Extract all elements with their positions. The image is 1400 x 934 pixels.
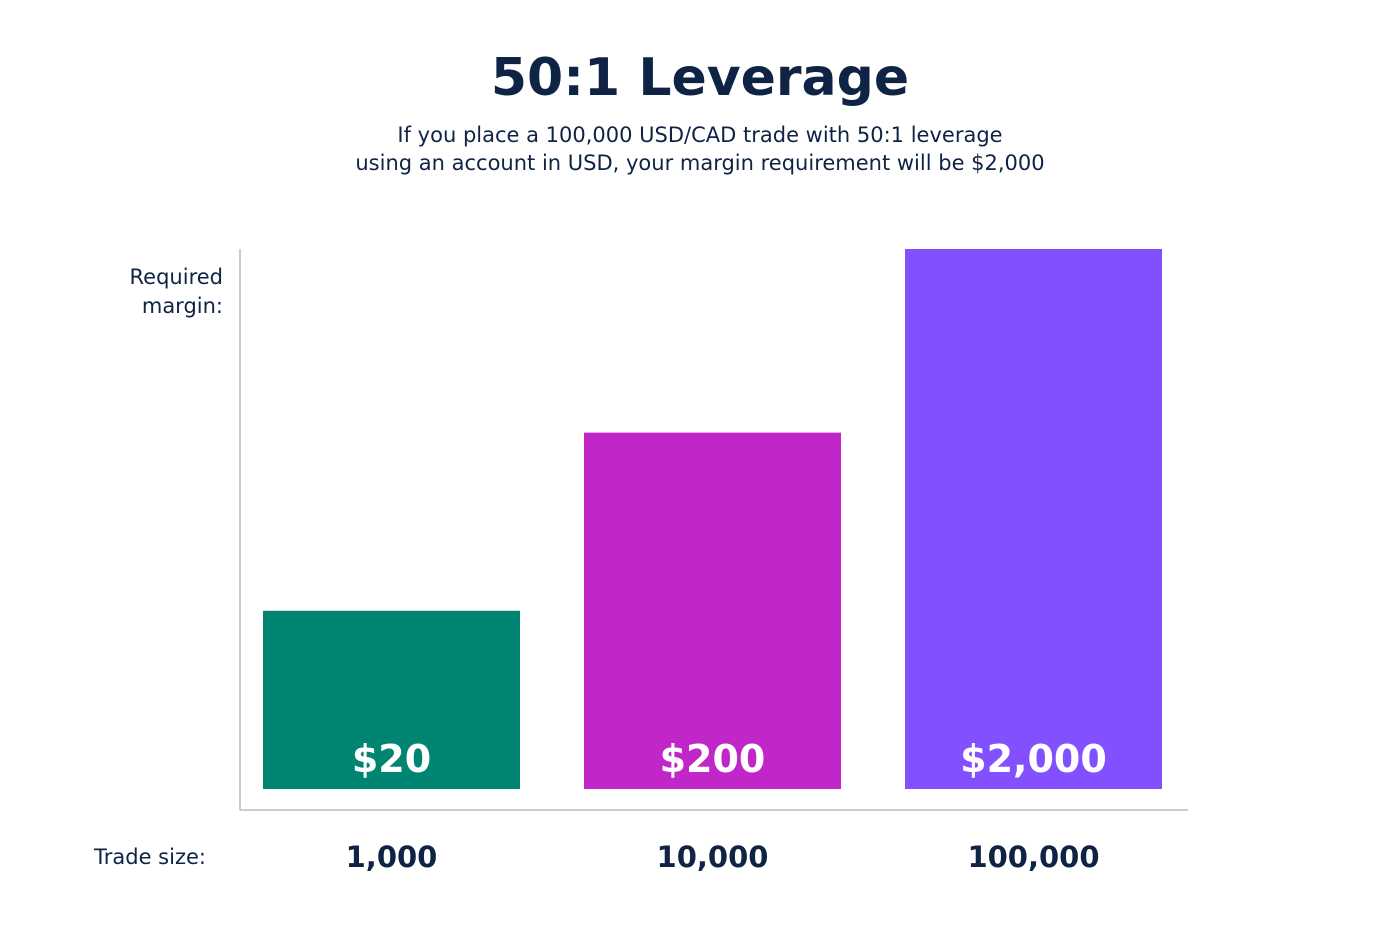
chart-title: 50:1 Leverage	[490, 48, 910, 108]
x-axis-caption: Trade size:	[94, 845, 206, 869]
x-tick-label-1: 1,000	[346, 840, 438, 874]
bar-value-label-1: $20	[352, 737, 431, 781]
chart-subtitle-line-2: using an account in USD, your margin req…	[355, 151, 1045, 175]
y-axis-label-line-2: margin:	[141, 294, 223, 318]
bar-value-label-3: $2,000	[960, 737, 1107, 781]
bars-group: $20 1,000 $200 10,000 $2,000 100,000	[263, 249, 1162, 874]
bar-2	[584, 432, 841, 789]
x-tick-label-2: 10,000	[657, 840, 769, 874]
bar-value-label-2: $200	[660, 737, 766, 781]
bar-1	[263, 610, 520, 789]
y-axis-label: Required margin:	[130, 263, 223, 321]
chart-subtitle-line-1: If you place a 100,000 USD/CAD trade wit…	[397, 123, 1003, 147]
bar-3	[905, 249, 1162, 789]
x-tick-label-3: 100,000	[967, 840, 1099, 874]
y-axis-label-line-1: Required	[129, 265, 223, 289]
